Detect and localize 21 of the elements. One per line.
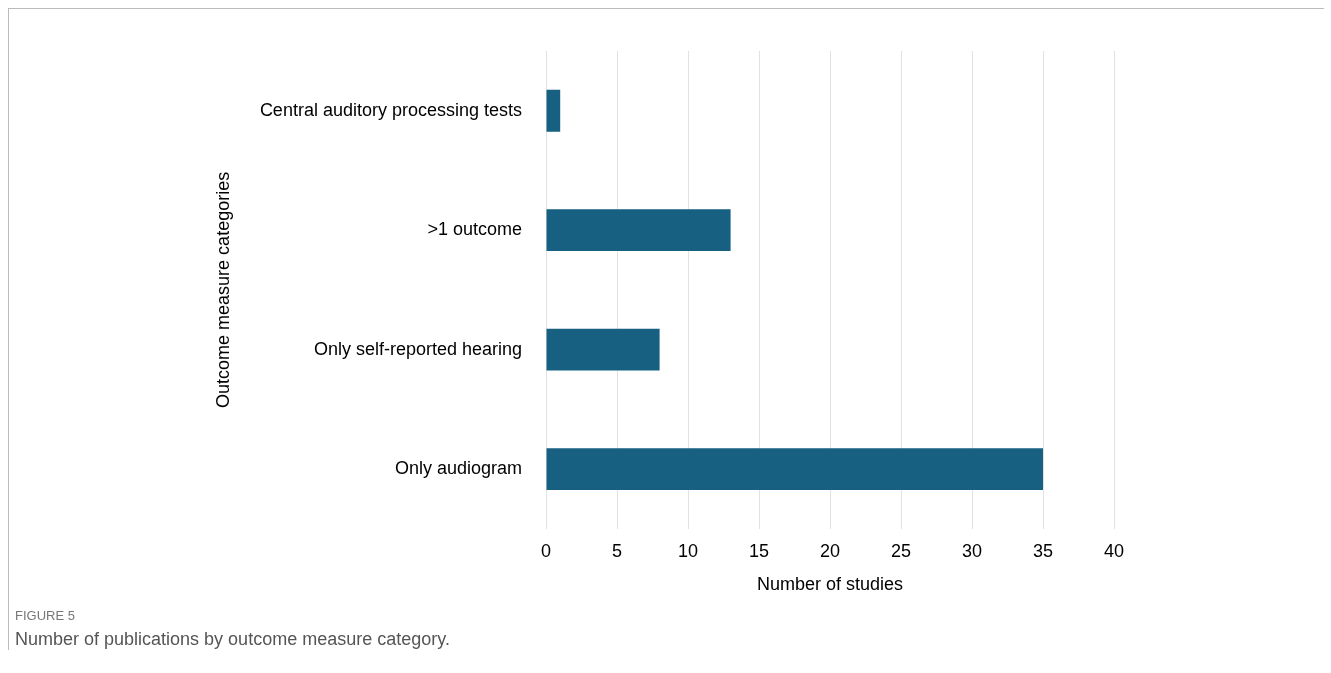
- x-tick-label: 30: [961, 540, 983, 561]
- y-tick-label: Only audiogram: [394, 458, 522, 479]
- x-tick-label: 0: [540, 540, 552, 561]
- x-tick-label: 5: [611, 540, 623, 561]
- y-axis-title: Outcome measure categories: [212, 171, 233, 408]
- x-tick-label: 15: [748, 540, 770, 561]
- x-axis-title: Number of studies: [756, 574, 904, 595]
- x-tick-label: 20: [819, 540, 841, 561]
- y-tick-label: Only self-reported hearing: [313, 338, 522, 359]
- bar: [546, 328, 660, 371]
- bar: [546, 209, 731, 252]
- y-tick-label: Central auditory processing tests: [259, 99, 522, 120]
- bar: [546, 448, 1043, 490]
- bar: [546, 89, 561, 132]
- x-tick-label: 35: [1032, 540, 1054, 561]
- x-tick-label: 40: [1103, 540, 1125, 561]
- caption: FIGURE 5: [15, 608, 76, 623]
- text: Number of publications by outcome measure category.: [15, 629, 451, 650]
- x-tick-label: 25: [890, 540, 912, 561]
- x-tick-label: 10: [677, 540, 699, 561]
- y-tick-label: >1 outcome: [427, 219, 522, 240]
